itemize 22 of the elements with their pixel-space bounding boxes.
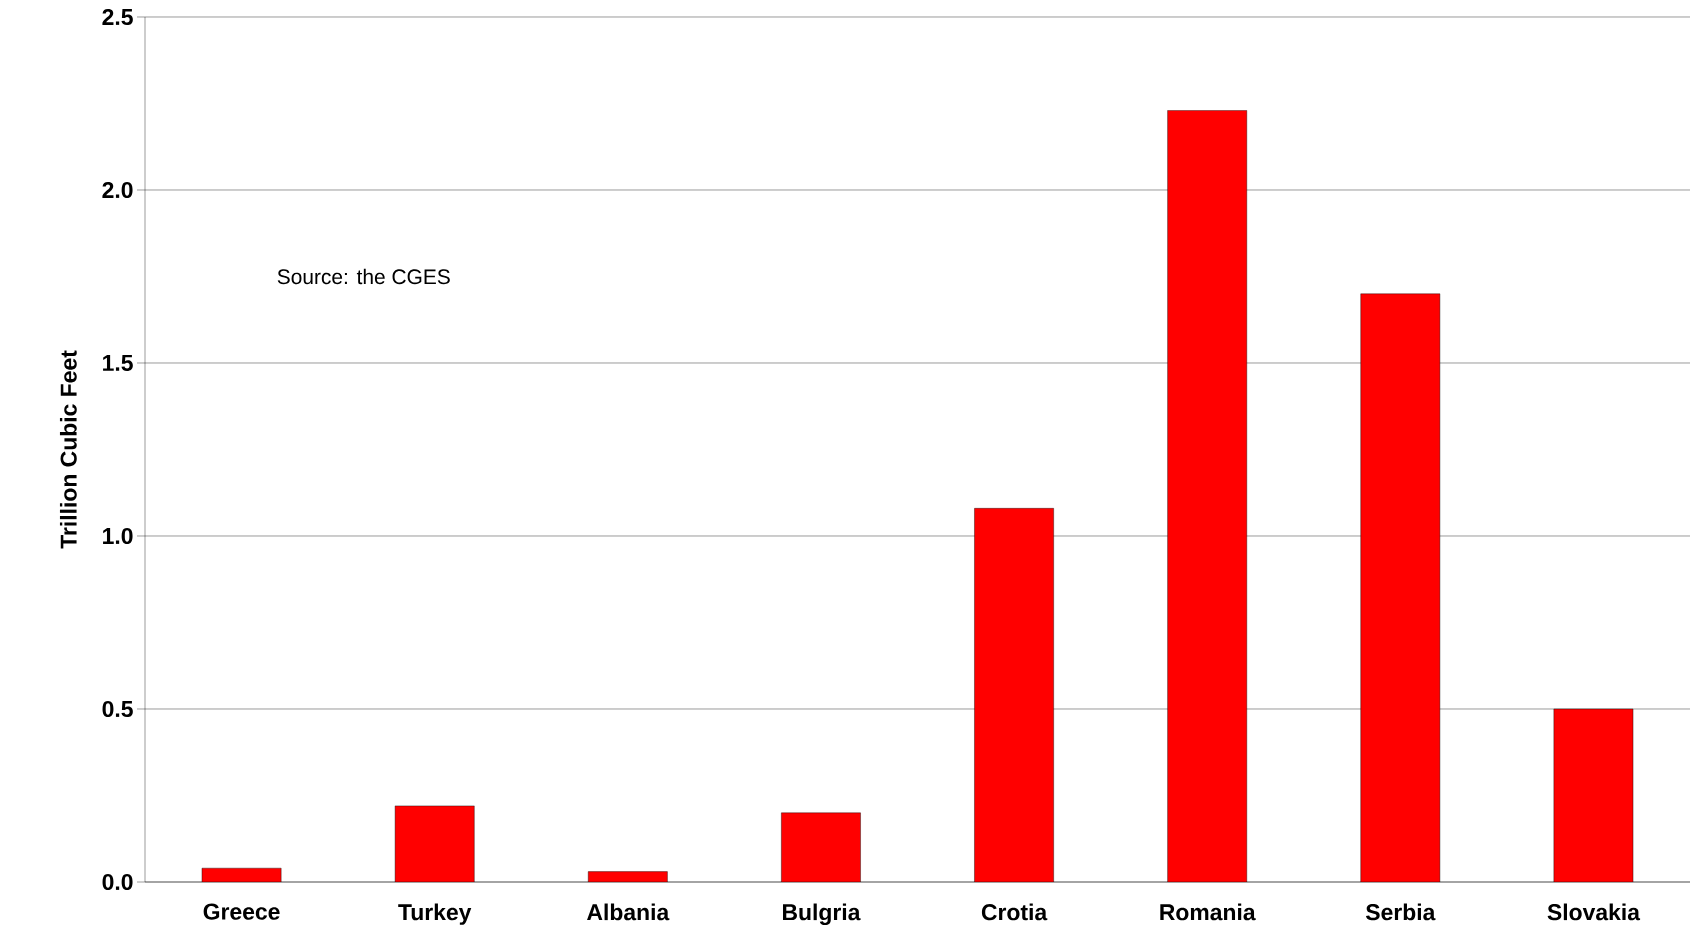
y-tick-label: 1.0 <box>103 527 133 545</box>
y-tick-label: 0.0 <box>102 873 133 891</box>
bar <box>1553 708 1634 882</box>
bar <box>1167 110 1247 882</box>
y-tick-label: 0.5 <box>102 700 133 718</box>
annotation: Source: the CGES <box>277 268 450 285</box>
y-tick-label: 2.0 <box>102 181 133 199</box>
x-tick-label: Greece <box>203 903 280 920</box>
x-tick-label: Romania <box>1160 903 1256 921</box>
y-tick-label: 2.5 <box>102 8 133 26</box>
bar <box>394 805 475 882</box>
bar <box>1360 293 1441 882</box>
x-tick-label: Turkey <box>398 903 472 925</box>
x-tick-label: Slovakia <box>1547 903 1641 921</box>
x-tick-label: Serbia <box>1365 903 1436 921</box>
x-tick-label: Albania <box>587 903 670 921</box>
y-axis-title: Trillion Cubic Feet <box>59 350 77 549</box>
x-tick-label: Bulgria <box>783 903 861 925</box>
y-tick-label: 1.5 <box>103 355 133 371</box>
bar <box>781 812 861 882</box>
bar <box>974 508 1054 882</box>
x-tick-label: Crotia <box>981 903 1048 921</box>
